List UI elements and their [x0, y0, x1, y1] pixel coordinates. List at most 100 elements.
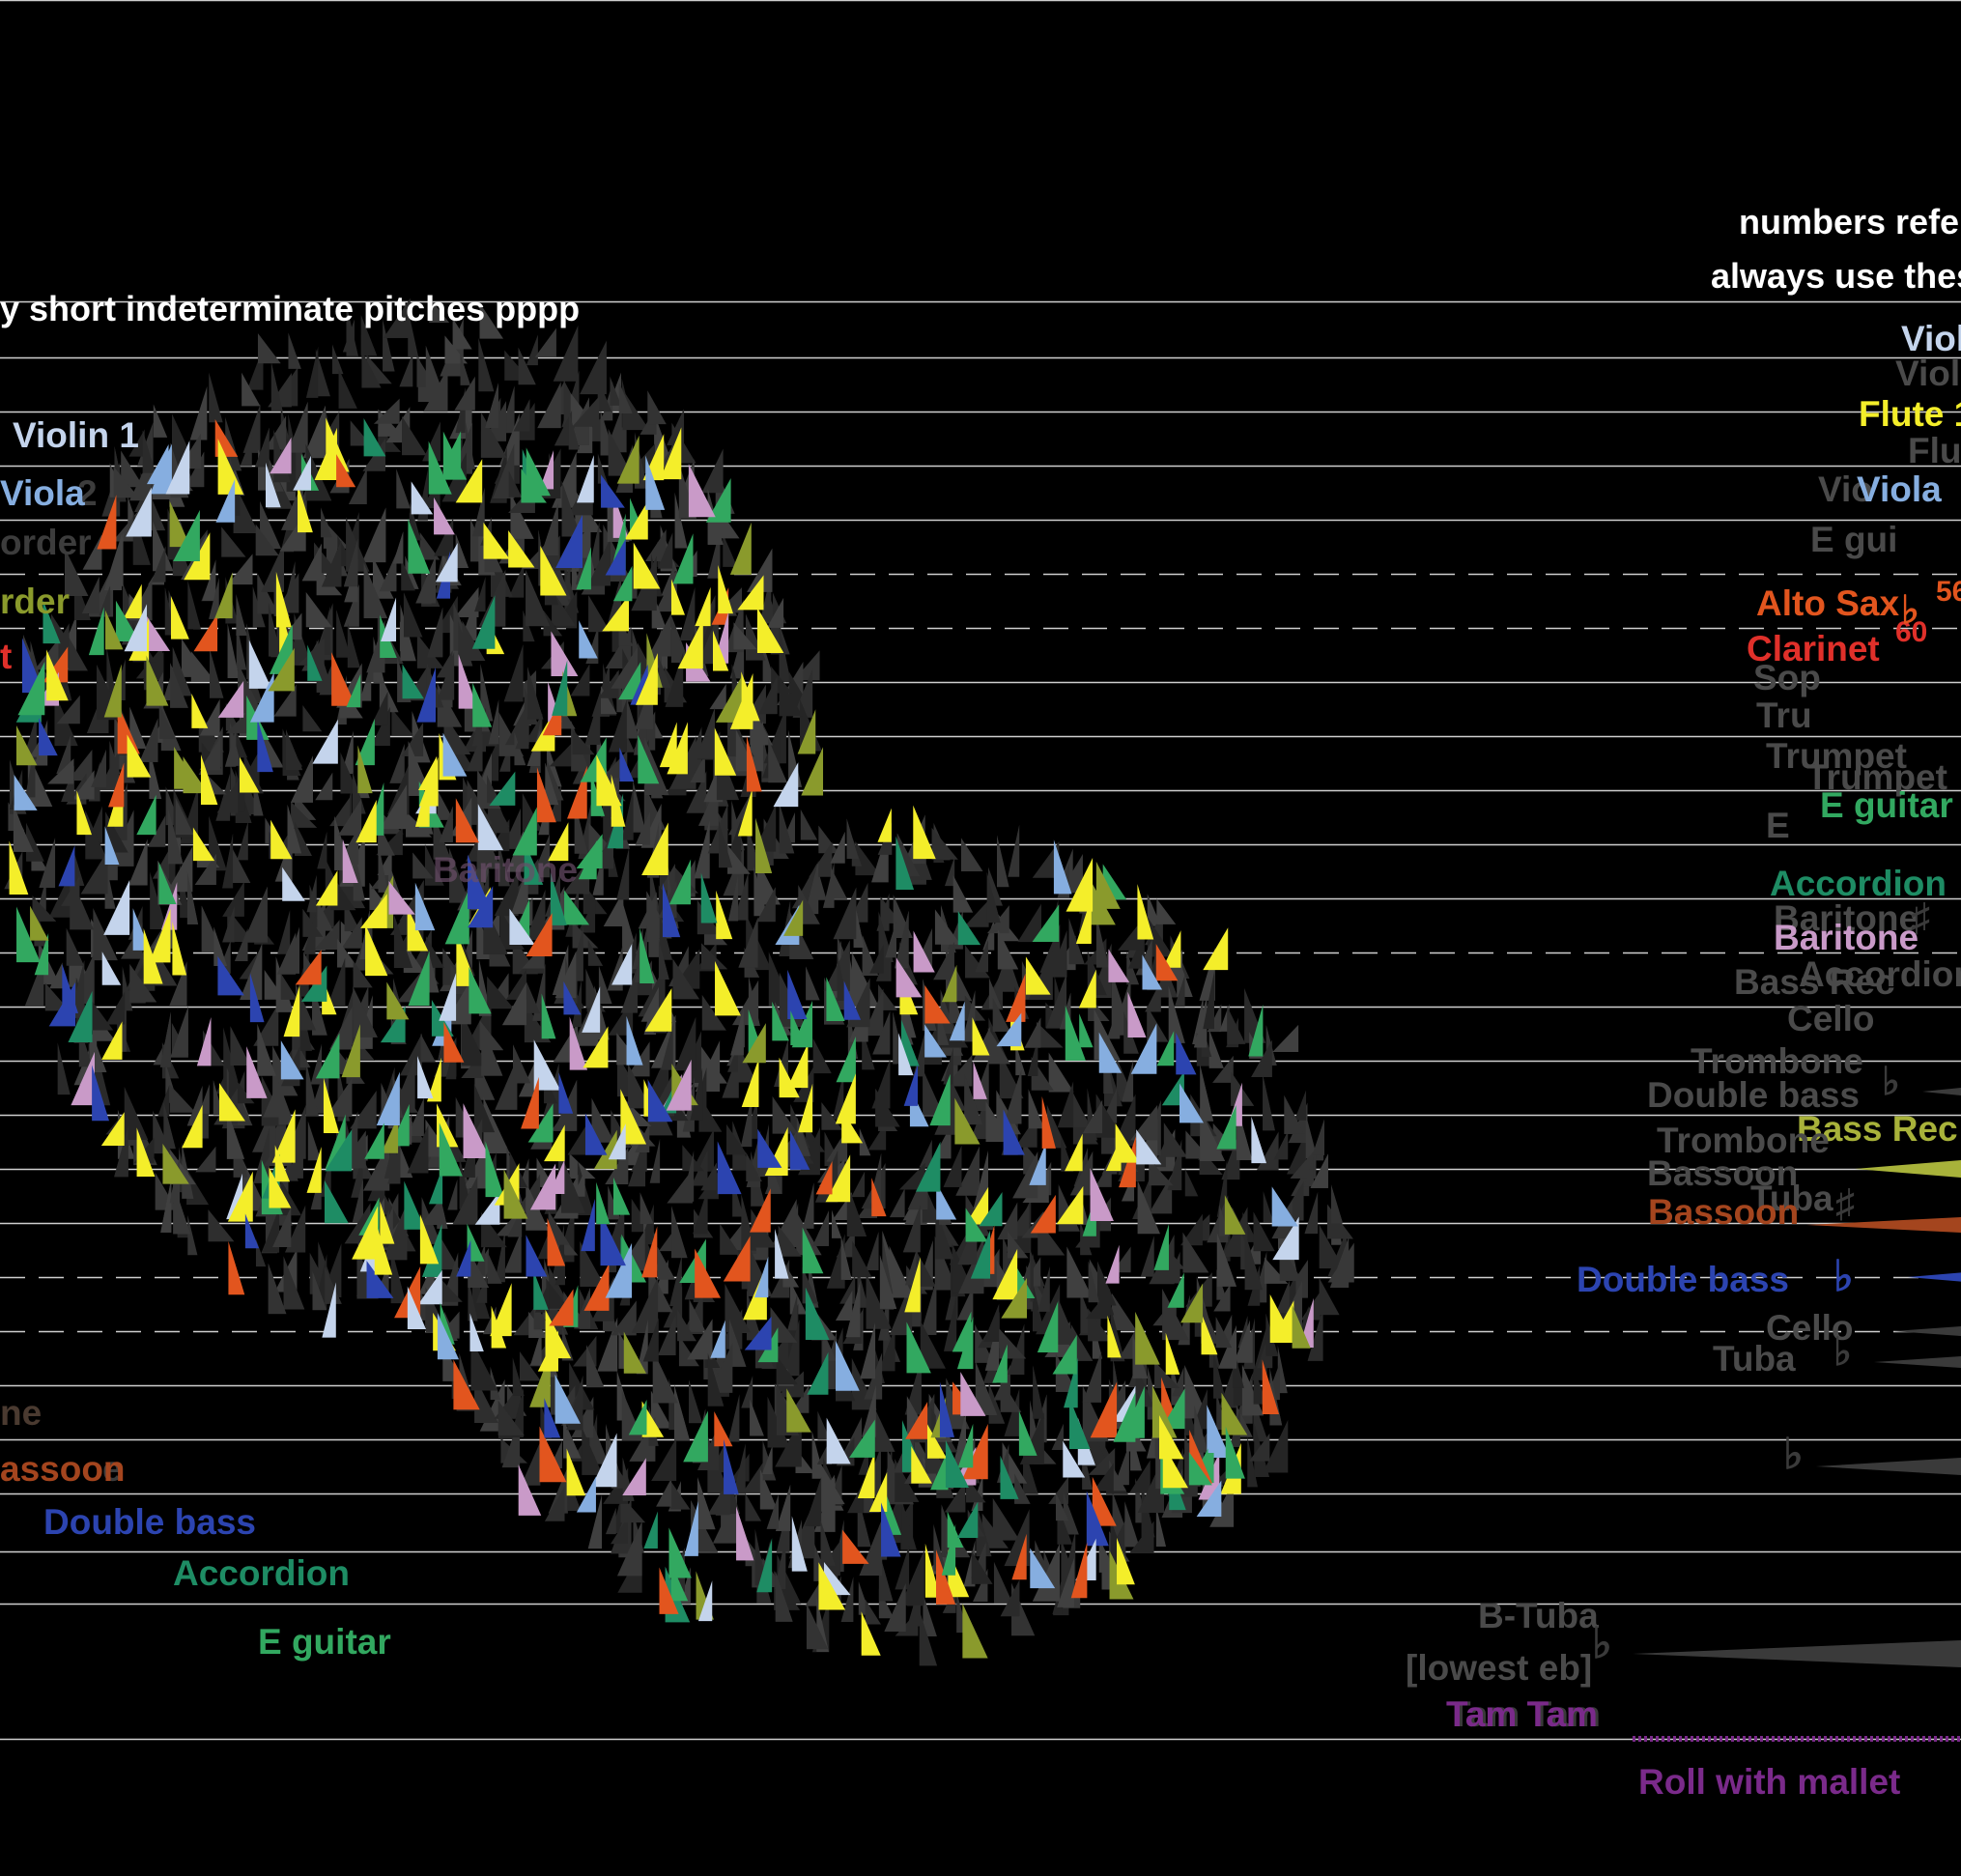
grey-triangle: [351, 1154, 363, 1198]
dynamic-wedge: [1806, 1217, 1961, 1233]
grey-triangle: [728, 1319, 747, 1367]
grey-triangle: [916, 1250, 936, 1287]
grey-triangle: [372, 556, 394, 599]
grey-triangle: [992, 997, 1010, 1032]
grey-triangle: [761, 1445, 773, 1475]
grey-triangle: [806, 966, 820, 1001]
colored-triangle: [117, 703, 140, 754]
grey-triangle: [543, 610, 562, 637]
grey-triangle: [227, 554, 253, 585]
colored-triangle: [408, 951, 430, 1006]
grey-triangle: [1088, 994, 1110, 1022]
grey-triangle: [984, 1316, 1000, 1371]
grey-triangle: [944, 1480, 966, 1513]
grey-triangle: [966, 1476, 986, 1503]
colored-triangle: [935, 1549, 956, 1605]
grey-triangle: [958, 1236, 984, 1294]
grey-triangle: [1069, 1151, 1094, 1196]
grey-triangle: [503, 644, 524, 702]
grey-triangle: [1082, 1444, 1093, 1490]
grey-triangle: [199, 698, 220, 736]
colored-triangle: [548, 681, 562, 723]
grey-triangle: [294, 612, 312, 666]
grey-triangle: [777, 1554, 802, 1605]
colored-triangle: [539, 450, 554, 490]
grey-triangle: [988, 978, 1003, 1009]
grey-triangle: [155, 949, 178, 986]
grey-triangle: [549, 1440, 562, 1469]
grey-triangle: [348, 469, 367, 504]
grey-triangle: [344, 900, 361, 932]
colored-triangle: [1216, 1104, 1236, 1150]
grey-triangle: [242, 372, 261, 407]
colored-triangle: [1224, 1195, 1246, 1235]
grey-triangle: [855, 840, 881, 876]
flat-icon: ♭: [1833, 1253, 1854, 1300]
colored-triangle: [836, 1036, 856, 1083]
grey-triangle: [865, 1599, 881, 1625]
colored-triangle: [539, 1426, 567, 1483]
grey-triangle: [384, 298, 411, 338]
grey-triangle: [479, 302, 504, 339]
grey-triangle: [437, 1181, 448, 1229]
colored-triangle: [842, 1529, 869, 1564]
colored-triangle: [1052, 1334, 1077, 1375]
grey-triangle: [1279, 1180, 1304, 1221]
colored-triangle: [388, 881, 415, 915]
colored-triangle: [315, 869, 338, 906]
grey-triangle: [1235, 1320, 1250, 1359]
colored-triangle: [143, 611, 171, 652]
grey-triangle: [160, 1178, 172, 1233]
grey-triangle: [622, 900, 638, 952]
grey-triangle: [651, 589, 667, 629]
grey-triangle: [952, 874, 974, 913]
colored-triangle: [583, 1263, 610, 1311]
grey-triangle: [1095, 914, 1109, 968]
grey-triangle: [379, 553, 397, 592]
grey-triangle: [993, 1561, 1013, 1604]
grey-triangle: [621, 787, 634, 840]
colored-triangle: [419, 1213, 440, 1265]
grey-triangle: [1271, 1200, 1293, 1239]
colored-triangle: [744, 1316, 772, 1350]
grey-triangle: [82, 534, 102, 570]
colored-triangle: [132, 908, 151, 951]
grey-triangle: [657, 532, 673, 569]
colored-triangle: [527, 1103, 554, 1143]
grey-triangle: [518, 347, 536, 385]
grey-triangle: [571, 979, 583, 1028]
grey-triangle: [56, 734, 71, 774]
grey-triangle: [54, 692, 78, 747]
grey-triangle: [392, 1056, 415, 1112]
colored-triangle: [540, 545, 567, 596]
grey-triangle: [124, 1086, 149, 1141]
grey-triangle: [982, 1347, 997, 1383]
colored-triangle: [315, 1033, 340, 1079]
label-double-bass: Double bass: [43, 1502, 256, 1542]
grey-triangle: [806, 1603, 829, 1650]
colored-triangle: [455, 459, 483, 503]
colored-triangle: [861, 1611, 881, 1656]
grey-triangle: [866, 1231, 879, 1270]
grey-triangle: [213, 926, 228, 967]
grey-triangle: [830, 832, 845, 864]
colored-triangle: [729, 522, 752, 575]
colored-triangle: [660, 427, 682, 480]
colored-triangle: [322, 1282, 336, 1338]
colored-triangle: [576, 834, 603, 868]
colored-triangle: [30, 905, 49, 941]
grey-triangle: [835, 1290, 853, 1322]
colored-triangle: [547, 1217, 566, 1266]
grey-triangle: [723, 533, 738, 567]
colored-triangle: [217, 955, 244, 996]
grey-triangle: [1217, 1324, 1237, 1369]
colored-triangle: [474, 1191, 500, 1225]
grey-triangle: [759, 1468, 778, 1510]
grey-triangle: [163, 1101, 176, 1150]
grey-triangle: [674, 1016, 696, 1071]
colored-triangle: [490, 1283, 512, 1337]
colored-triangle: [616, 435, 639, 484]
grey-triangle: [875, 1088, 900, 1127]
grey-triangle: [627, 1041, 650, 1077]
label-bassoon-ghost-right: Bassoon: [1647, 1153, 1799, 1193]
